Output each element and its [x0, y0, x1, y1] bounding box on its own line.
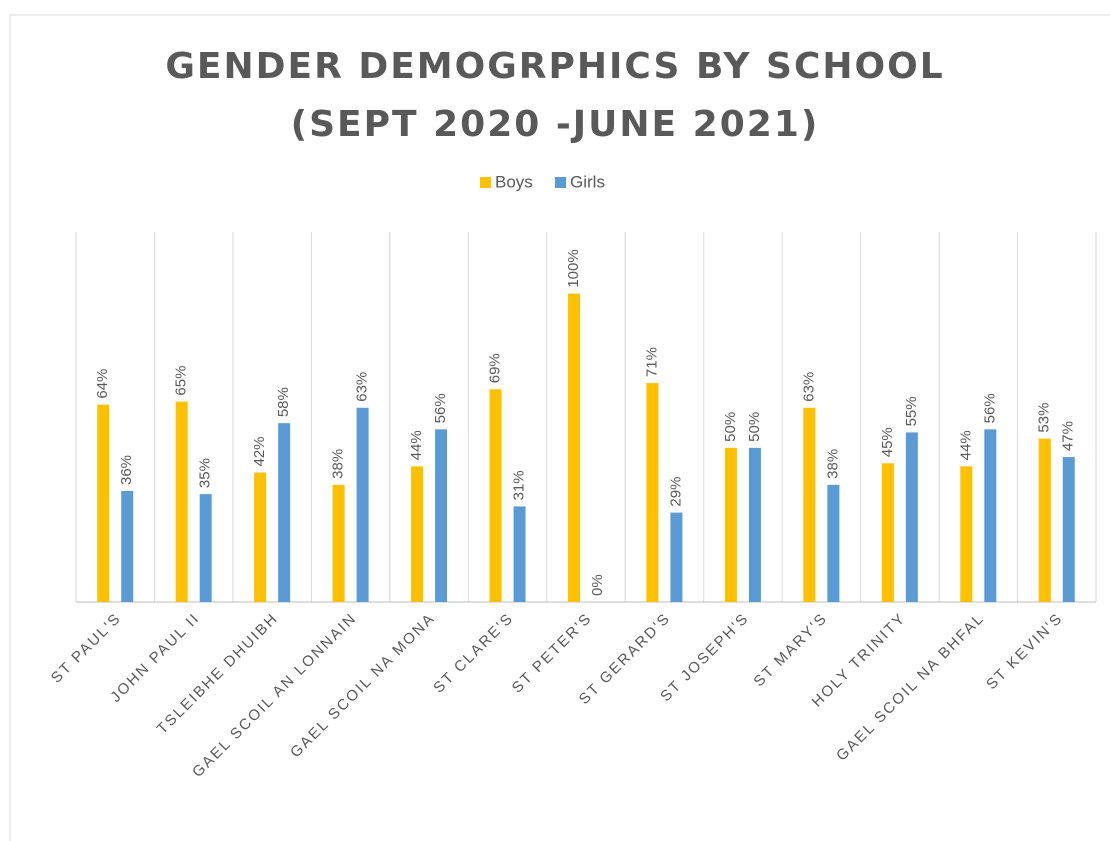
bar — [121, 491, 133, 602]
x-tick-label: ST PAUL'S — [48, 610, 125, 687]
bar — [646, 383, 658, 602]
data-label: 53% — [1036, 403, 1053, 433]
data-label: 35% — [197, 458, 214, 488]
bar — [882, 463, 894, 602]
data-label: 71% — [643, 347, 660, 377]
bar — [827, 485, 839, 602]
bar — [514, 506, 526, 602]
bar — [568, 294, 580, 602]
legend-swatch — [555, 177, 566, 188]
data-label: 56% — [981, 393, 998, 423]
x-tick-label: GAEL SCOIL NA BHFAL — [833, 610, 988, 765]
bar — [749, 448, 761, 602]
data-label: 100% — [565, 249, 582, 287]
x-tick-label: GAEL SCOIL AN LONNAIN — [189, 610, 360, 781]
bar — [176, 402, 188, 602]
bar — [670, 513, 682, 602]
chart-area: BoysGirlsST PAUL'S64%36%JOHN PAUL II65%3… — [0, 0, 1110, 841]
data-label: 45% — [879, 427, 896, 457]
data-label: 47% — [1060, 421, 1077, 451]
data-label: 38% — [824, 449, 841, 479]
bar — [357, 408, 369, 602]
data-label: 56% — [432, 393, 449, 423]
bar — [411, 466, 423, 602]
x-tick-label: ST CLARE'S — [430, 610, 517, 697]
data-label: 36% — [118, 455, 135, 485]
bar — [906, 432, 918, 602]
data-label: 63% — [354, 372, 371, 402]
data-label: 44% — [408, 430, 425, 460]
bar — [278, 423, 290, 602]
bar — [960, 466, 972, 602]
data-label: 29% — [667, 477, 684, 507]
bar — [803, 408, 815, 602]
data-label: 50% — [722, 412, 739, 442]
data-label: 42% — [251, 436, 268, 466]
bar — [333, 485, 345, 602]
x-tick-label: ST MARY'S — [750, 610, 831, 691]
bar — [200, 494, 212, 602]
data-label: 69% — [487, 353, 504, 383]
data-label: 44% — [957, 430, 974, 460]
bar — [725, 448, 737, 602]
x-tick-label: GAEL SCOIL NA MONA — [287, 610, 439, 762]
bar — [1063, 457, 1075, 602]
data-label: 58% — [275, 387, 292, 417]
data-label: 64% — [94, 369, 111, 399]
legend-label: Girls — [570, 172, 605, 191]
bar — [984, 429, 996, 602]
data-label: 65% — [173, 366, 190, 396]
data-label: 38% — [330, 449, 347, 479]
bar — [97, 405, 109, 602]
data-label: 63% — [800, 372, 817, 402]
data-label: 55% — [903, 396, 920, 426]
data-label: 0% — [589, 574, 606, 596]
data-label: 50% — [746, 412, 763, 442]
legend-swatch — [480, 177, 491, 188]
bar — [435, 429, 447, 602]
bar — [490, 389, 502, 602]
chart-title: GENDER DEMOGRPHICS BY SCHOOL (SEPT 2020 … — [105, 38, 1005, 154]
x-tick-label: ST PETER'S — [509, 610, 596, 697]
data-label: 31% — [511, 470, 528, 500]
x-tick-label: ST KEVIN'S — [983, 610, 1066, 693]
bar — [1039, 439, 1051, 602]
legend-label: Boys — [495, 172, 533, 191]
bar — [254, 473, 266, 603]
